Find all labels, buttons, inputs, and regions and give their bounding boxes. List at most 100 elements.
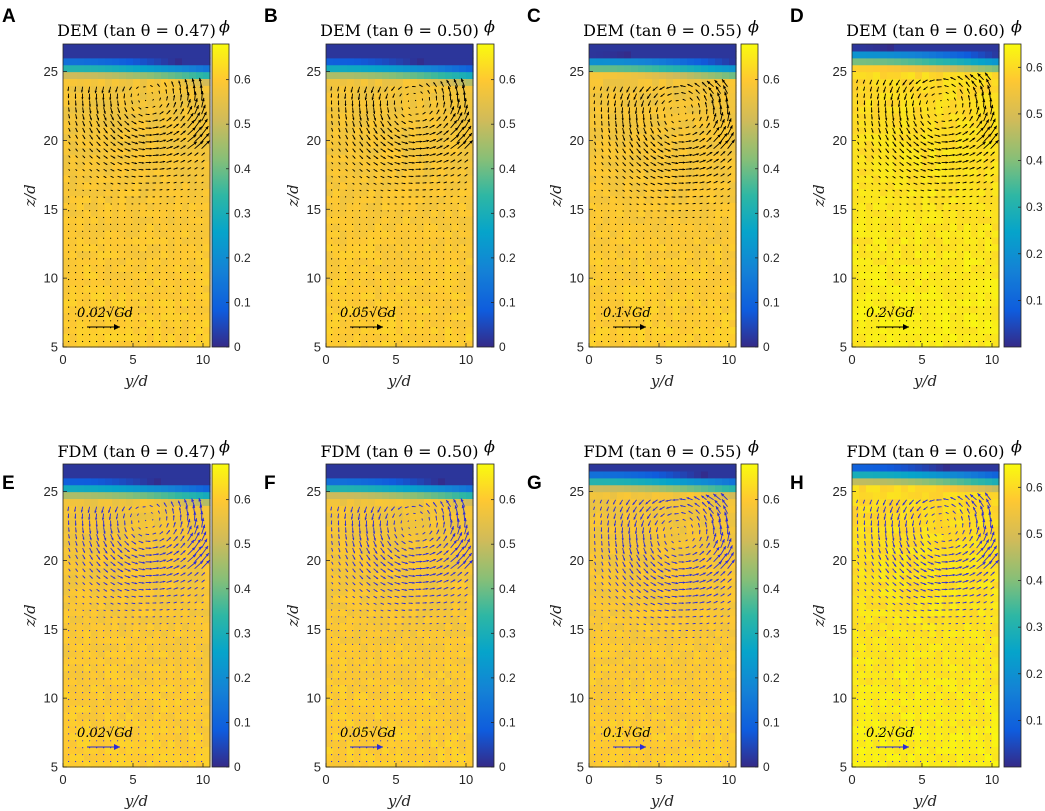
heatmap-cell [666, 50, 674, 59]
velocity-vector [145, 334, 147, 336]
heatmap-cell [708, 319, 716, 327]
heatmap-cell [424, 236, 432, 245]
heatmap-cell [196, 271, 204, 279]
heatmap-cell [410, 216, 418, 224]
heatmap-cell [589, 243, 597, 252]
heatmap-cell [196, 285, 204, 293]
heatmap-cell [382, 50, 390, 59]
velocity-vector [187, 340, 189, 343]
colorbar-tick-label: 0.1 [234, 295, 251, 309]
heatmap-cell [203, 126, 211, 135]
velocity-vector [194, 258, 196, 260]
heatmap-cell [403, 319, 411, 327]
heatmap-cell [652, 44, 660, 52]
heatmap-cell [340, 174, 348, 183]
heatmap-cell [182, 126, 190, 135]
heatmap-cell [168, 223, 176, 231]
heatmap-cell [445, 44, 453, 52]
heatmap-cell [154, 99, 162, 107]
heatmap-cell [666, 243, 674, 252]
heatmap-cell [196, 147, 204, 155]
heatmap-cell [91, 326, 99, 334]
heatmap-cell [445, 243, 453, 252]
velocity-vector [331, 216, 333, 219]
heatmap-cell [140, 133, 148, 142]
heatmap-cell [140, 188, 148, 197]
heatmap-cell [701, 257, 709, 265]
velocity-vector-head [90, 170, 92, 172]
heatmap-cell [168, 271, 176, 279]
heatmap-cell [652, 50, 660, 59]
velocity-vector [75, 244, 77, 246]
velocity-vector-head [68, 103, 70, 105]
velocity-vector [187, 230, 189, 232]
heatmap-cell [63, 140, 71, 148]
heatmap-cell [459, 271, 467, 279]
velocity-vector-head [112, 163, 115, 165]
heatmap-cell [659, 92, 667, 100]
velocity-vector [373, 265, 375, 267]
heatmap-cell [77, 243, 85, 252]
heatmap-cell [382, 57, 390, 66]
heatmap-cell [666, 340, 674, 348]
heatmap-cell [154, 298, 162, 307]
velocity-vector [345, 244, 347, 246]
heatmap-cell [340, 50, 348, 59]
heatmap-cell [105, 236, 113, 245]
heatmap-cell [105, 202, 113, 210]
heatmap-cell [154, 147, 162, 155]
heatmap-cell [175, 243, 183, 252]
heatmap-cell [631, 202, 639, 210]
heatmap-cell [687, 264, 695, 272]
heatmap-cell [147, 133, 155, 142]
velocity-vector [187, 216, 189, 219]
heatmap-cell [161, 340, 169, 348]
heatmap-cell [140, 243, 148, 252]
heatmap-cell [680, 278, 688, 286]
heatmap-cell [617, 57, 625, 66]
heatmap-cell [91, 99, 99, 107]
velocity-vector [89, 272, 91, 274]
heatmap-cell [126, 50, 134, 59]
heatmap-cell [91, 202, 99, 210]
velocity-vector [436, 244, 438, 246]
heatmap-cell [673, 333, 681, 341]
velocity-vector [464, 251, 466, 253]
velocity-vector [138, 216, 140, 219]
velocity-vector [366, 237, 368, 239]
heatmap-cell [196, 44, 204, 52]
heatmap-cell [596, 44, 604, 52]
velocity-vector-head [88, 97, 91, 100]
velocity-vector-head [91, 156, 93, 159]
heatmap-cell [133, 71, 141, 80]
velocity-vector [464, 230, 466, 232]
heatmap-cell [624, 236, 632, 245]
heatmap-cell [119, 278, 127, 286]
heatmap-cell [466, 326, 474, 334]
heatmap-cell [70, 291, 78, 300]
velocity-vector-head [97, 117, 100, 121]
heatmap-cell [361, 257, 369, 265]
velocity-vector [82, 223, 84, 225]
velocity-vector [124, 313, 126, 315]
heatmap-cell [91, 195, 99, 203]
heatmap-cell [168, 278, 176, 286]
velocity-vector [131, 313, 133, 315]
heatmap-cell [84, 167, 92, 176]
y-tick-label: 10 [307, 271, 321, 286]
velocity-vector-head [113, 143, 116, 146]
velocity-vector [117, 237, 119, 239]
velocity-vector [422, 306, 424, 308]
heatmap-cell [98, 195, 106, 203]
heatmap-cell [189, 229, 197, 238]
velocity-vector [201, 244, 203, 246]
heatmap-cell [361, 202, 369, 210]
velocity-vector [415, 299, 417, 301]
heatmap-cell [438, 250, 446, 259]
heatmap-cell [382, 202, 390, 210]
velocity-vector-head [98, 156, 101, 159]
heatmap-cell [326, 99, 334, 107]
heatmap-cell [168, 291, 176, 300]
velocity-vector-head [132, 196, 134, 198]
velocity-vector [352, 223, 354, 225]
